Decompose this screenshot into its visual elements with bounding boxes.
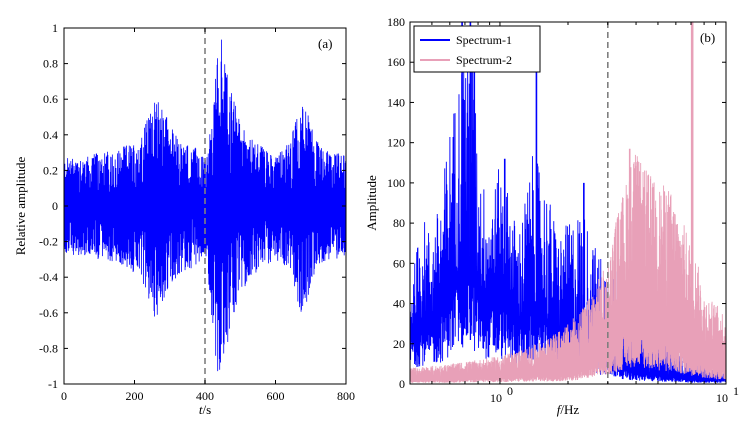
x-tick-label: 600 xyxy=(267,389,285,403)
panel-a-x-axis-title: t/s xyxy=(199,402,211,417)
y-tick-label: -0.2 xyxy=(39,235,58,249)
panel-b-x-axis-var: f xyxy=(557,402,563,417)
y-tick-label: 0.2 xyxy=(43,163,58,177)
y-tick-label: 60 xyxy=(393,256,405,270)
y-tick-label: -0.4 xyxy=(39,270,58,284)
panel-a-x-axis-unit: /s xyxy=(202,402,211,417)
y-tick-label: 1 xyxy=(52,21,58,35)
y-tick-label: 0.6 xyxy=(43,92,58,106)
x-tick-label: 10 xyxy=(716,391,728,405)
panel-b-x-ticks: 10 0 10 1 xyxy=(431,22,739,405)
spectrum-line xyxy=(410,154,726,383)
legend-label-spectrum-2: Spectrum-2 xyxy=(456,53,512,67)
x-tick-label: 200 xyxy=(126,389,144,403)
x-tick-label: 0 xyxy=(61,389,67,403)
panel-a-y-ticks: -1 -0.8 -0.6 -0.4 -0.2 0 0.2 0.4 0.6 0.8 1 xyxy=(39,21,346,391)
y-tick-label: 80 xyxy=(393,216,405,230)
y-tick-label: -0.6 xyxy=(39,306,58,320)
y-tick-label: 20 xyxy=(393,337,405,351)
y-tick-label: 120 xyxy=(387,136,405,150)
x-tick-label: 400 xyxy=(196,389,214,403)
x-tick-label-exponent: 0 xyxy=(507,384,513,398)
x-tick-label: 800 xyxy=(337,389,355,403)
x-tick-label: 10 xyxy=(490,391,502,405)
panel-b-y-axis-title: Amplitude xyxy=(364,175,379,231)
y-tick-label: 140 xyxy=(387,95,405,109)
y-tick-label: 0 xyxy=(52,199,58,213)
panel-b-label: (b) xyxy=(700,30,715,45)
y-tick-label: 0 xyxy=(399,377,405,391)
y-tick-label: -1 xyxy=(48,377,58,391)
panel-b-legend: Spectrum-1 Spectrum-2 xyxy=(413,25,541,73)
spectrum-line xyxy=(410,28,726,383)
panel-b-y-ticks: 0 20 40 60 80 100 120 140 160 180 xyxy=(387,15,726,391)
panel-a-x-axis-var: t xyxy=(199,402,203,417)
y-tick-label: 0.8 xyxy=(43,57,58,71)
panel-a-x-ticks: 0 200 400 600 800 xyxy=(61,28,355,403)
y-tick-label: 100 xyxy=(387,176,405,190)
x-tick-label-exponent: 1 xyxy=(733,384,739,398)
y-tick-label: -0.8 xyxy=(39,341,58,355)
legend-label-spectrum-1: Spectrum-1 xyxy=(456,33,512,47)
y-tick-label: 40 xyxy=(393,297,405,311)
y-tick-label: 180 xyxy=(387,15,405,29)
panel-a-time-series: 0 200 400 600 800 -1-0.8-0.6-0.4-0.200.20.40… xyxy=(13,21,355,417)
panel-a-label: (a) xyxy=(318,36,332,51)
panel-b-spectrum-2-trace xyxy=(410,22,726,383)
y-tick-label: 160 xyxy=(387,55,405,69)
y-tick-label: 0.4 xyxy=(43,128,58,142)
panel-b-x-axis-unit: /Hz xyxy=(560,402,579,417)
panel-a-y-axis-title: Relative amplitude xyxy=(13,156,28,255)
legend-box xyxy=(413,25,541,73)
panel-b-x-axis-title: f/Hz xyxy=(557,402,580,417)
